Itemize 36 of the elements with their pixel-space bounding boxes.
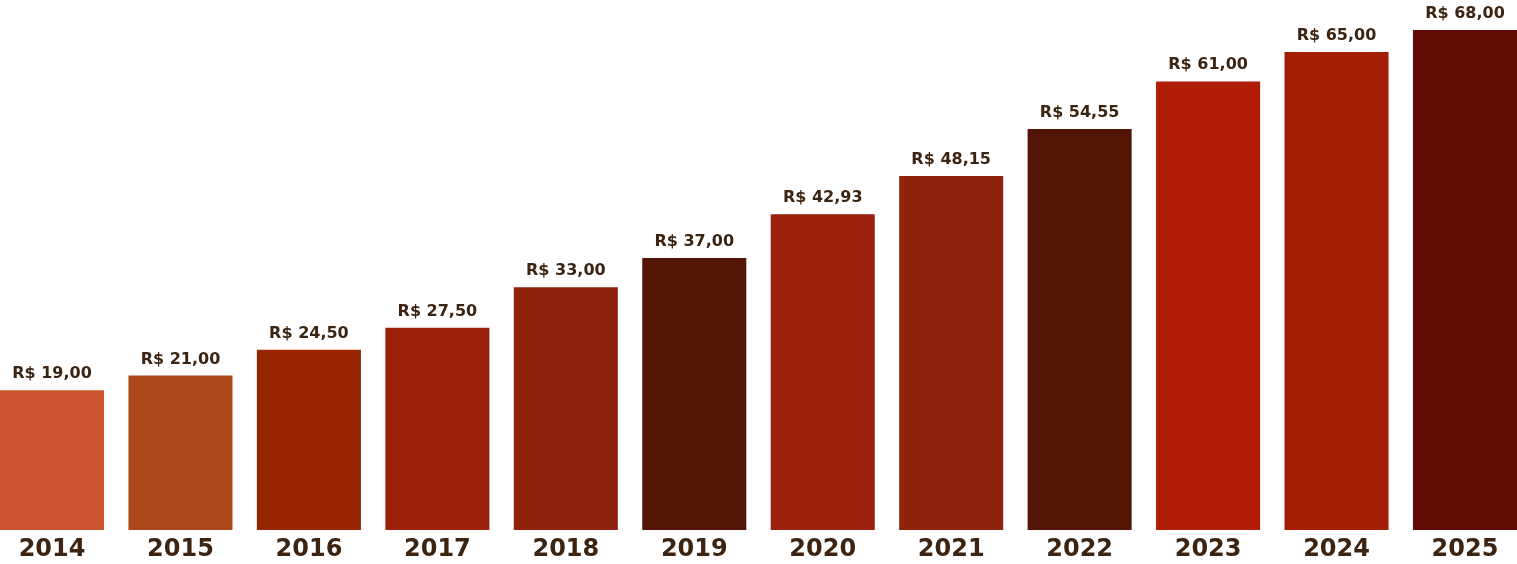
data-label: R$ 27,50 xyxy=(397,300,478,320)
data-label: R$ 33,00 xyxy=(526,260,606,280)
bar xyxy=(256,349,361,530)
x-tick-label: 2016 xyxy=(275,533,343,562)
data-label: R$ 68,00 xyxy=(1425,3,1505,22)
data-label: R$ 61,00 xyxy=(1168,54,1248,74)
bar xyxy=(1027,128,1132,530)
data-label: R$ 19,00 xyxy=(12,363,92,383)
x-tick-label: 2024 xyxy=(1303,533,1370,562)
x-tick-label: 2017 xyxy=(403,533,471,562)
bar xyxy=(1284,52,1389,530)
x-tick-label: 2020 xyxy=(789,533,857,562)
data-label: R$ 37,00 xyxy=(654,230,735,250)
x-tick-label: 2021 xyxy=(917,533,985,562)
bar xyxy=(128,375,233,530)
bar xyxy=(1156,81,1261,530)
data-label: R$ 24,50 xyxy=(269,322,349,342)
data-label: R$ 42,93 xyxy=(782,187,863,207)
bar xyxy=(899,175,1004,530)
bar xyxy=(513,287,618,530)
x-tick-label: 2018 xyxy=(532,533,600,562)
data-label: R$ 65,00 xyxy=(1296,25,1377,45)
x-tick-label: 2015 xyxy=(147,533,214,562)
x-tick-label: 2022 xyxy=(1046,533,1114,562)
bar xyxy=(1412,30,1517,530)
data-label: R$ 48,15 xyxy=(911,148,991,168)
x-tick-label: 2019 xyxy=(660,533,728,562)
x-tick-label: 2023 xyxy=(1174,533,1242,562)
bar xyxy=(385,327,490,530)
bar xyxy=(642,257,747,530)
data-label: R$ 21,00 xyxy=(140,348,221,368)
x-tick-label: 2025 xyxy=(1431,533,1499,562)
bar xyxy=(770,214,875,530)
bar xyxy=(0,390,105,530)
x-tick-label: 2014 xyxy=(18,533,86,562)
data-label: R$ 54,55 xyxy=(1039,101,1120,121)
